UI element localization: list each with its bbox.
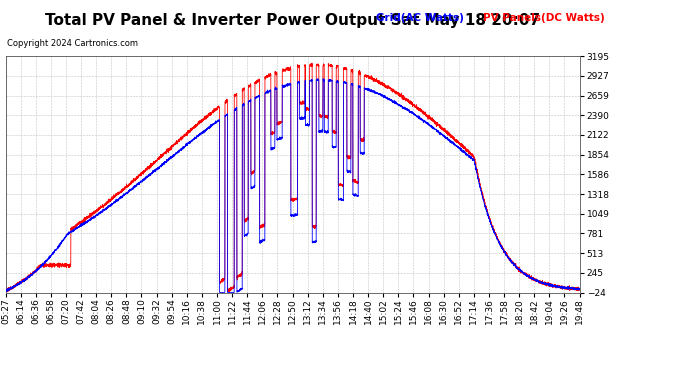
Text: Copyright 2024 Cartronics.com: Copyright 2024 Cartronics.com <box>7 39 138 48</box>
Text: PV Panels(DC Watts): PV Panels(DC Watts) <box>483 13 604 23</box>
Text: Grid(AC Watts): Grid(AC Watts) <box>376 13 464 23</box>
Text: Total PV Panel & Inverter Power Output Sat May 18 20:07: Total PV Panel & Inverter Power Output S… <box>45 13 540 28</box>
